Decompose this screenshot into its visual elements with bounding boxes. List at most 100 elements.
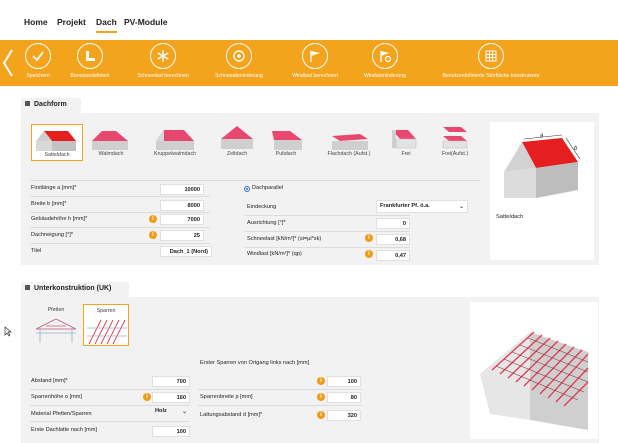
roof-preview: a b Satteldach	[490, 122, 594, 260]
obstacle-button[interactable]: Benutzerdefinierte Störfläche konstruier…	[425, 43, 557, 79]
sparren-icon	[87, 319, 127, 345]
gebaeudehoehe-label: Gebäudehöhe h [mm]*	[31, 216, 88, 222]
custom-button[interactable]: Benutzerdefiniert	[60, 43, 120, 79]
material-value: Holz	[155, 408, 167, 414]
divider	[30, 227, 210, 228]
erste-dachlatte-input[interactable]: 100	[152, 426, 190, 437]
firstlaenge-input[interactable]: 10000	[160, 184, 204, 195]
preview-label: Satteldach	[496, 214, 524, 220]
uk-preview	[470, 302, 598, 439]
windlast-input[interactable]: 0,47	[376, 250, 410, 261]
frei-icon	[392, 130, 417, 149]
divider	[30, 180, 480, 181]
snow-reduction-button[interactable]: Schneeabminderung	[206, 43, 272, 79]
wind-reduction-button[interactable]: Windabminderung	[354, 43, 416, 79]
kruppelwalmdach-icon	[156, 130, 194, 150]
snow-reduction-label: Schneeabminderung	[215, 73, 263, 79]
info-icon[interactable]: i	[149, 231, 157, 239]
info-icon[interactable]: i	[317, 393, 325, 401]
dim-a-label: a	[540, 133, 544, 139]
schneelast-input[interactable]: 0,68	[376, 234, 410, 245]
dim-b-label: b	[574, 146, 578, 152]
info-icon[interactable]: i	[143, 393, 151, 401]
breite-input[interactable]: 8000	[160, 200, 204, 211]
uk-type-pfetten[interactable]: Pfetten	[31, 304, 81, 346]
roof-type-zeltdach[interactable]: Zeltdach	[215, 124, 259, 161]
dachform-title: Dachform	[34, 101, 67, 108]
frei-aufst-icon	[442, 127, 468, 149]
erster-sparren-input[interactable]: 100	[327, 376, 361, 387]
satteldach-3d-illustration	[504, 134, 581, 198]
divider	[30, 243, 210, 244]
divider	[30, 421, 190, 422]
roof-type-pultdach[interactable]: Pultdach	[264, 124, 308, 161]
sparrenbreite-label: Sparrenbreite p [mm]	[200, 394, 253, 400]
custom-roof-icon	[77, 43, 103, 69]
info-icon[interactable]: i	[149, 215, 157, 223]
breite-label: Breite b [mm]*	[31, 201, 67, 207]
uk-type-sparren[interactable]: Sparren	[83, 304, 129, 346]
chevron-down-icon: ⌄	[181, 409, 187, 415]
sparren-label: Sparren	[96, 308, 116, 314]
gebaeudehoehe-input[interactable]: 7000	[160, 214, 204, 225]
divider	[244, 247, 410, 248]
wind-reduction-icon	[372, 43, 398, 69]
dachneigung-input[interactable]: 25	[160, 230, 204, 241]
custom-label: Benutzerdefiniert	[70, 73, 110, 79]
abstand-input[interactable]: 700	[152, 376, 190, 387]
walmdach-label: Walmdach	[98, 151, 124, 157]
roof-type-satteldach[interactable]: Satteldach	[31, 124, 83, 161]
pfetten-label: Pfetten	[47, 307, 65, 313]
divider	[198, 389, 362, 390]
info-icon[interactable]: i	[365, 234, 373, 242]
nav-dach[interactable]: Dach	[96, 17, 117, 33]
section-marker-icon	[25, 101, 30, 106]
roof-type-flachdach[interactable]: Flachdach (Aufst.)	[316, 124, 382, 161]
info-icon[interactable]: i	[317, 411, 325, 419]
roof-type-walmdach[interactable]: Walmdach	[86, 124, 136, 161]
snow-load-button[interactable]: Schneelast berechnen	[128, 43, 198, 79]
ausrichtung-label: Ausrichtung [°]*	[247, 220, 286, 226]
sparrenhoehe-input[interactable]: 160	[152, 392, 190, 403]
titel-input[interactable]: Dach_1 (Nord)	[160, 246, 212, 257]
check-icon	[25, 43, 51, 69]
titel-label: Titel	[31, 248, 42, 254]
erste-dachlatte-label: Erste Dachlatte nach [mm]	[31, 427, 97, 433]
nav-pv-module[interactable]: PV-Module	[124, 17, 168, 27]
divider	[244, 231, 410, 232]
sparrenhoehe-label: Sparrenhöhe o [mm]	[31, 394, 82, 400]
mouse-cursor-icon	[4, 326, 12, 337]
nav-projekt[interactable]: Projekt	[57, 17, 86, 27]
top-navigation: Home Projekt Dach PV-Module	[0, 0, 618, 40]
dachparallel-radio[interactable]	[244, 186, 250, 192]
info-icon[interactable]: i	[365, 250, 373, 258]
wind-load-label: Windlast berechnen	[292, 73, 338, 79]
roof-type-frei-aufst[interactable]: Frei(Aufst.)	[433, 124, 477, 161]
ausrichtung-input[interactable]: 0	[376, 218, 410, 229]
eindeckung-select[interactable]: Frankfurter Pf. ö.a. ⌄	[376, 200, 468, 213]
flachdach-label: Flachdach (Aufst.)	[327, 151, 371, 157]
sparrenbreite-input[interactable]: 80	[327, 392, 361, 403]
wind-load-button[interactable]: Windlast berechnen	[282, 43, 348, 79]
divider	[30, 389, 190, 390]
chevron-left-icon[interactable]	[1, 48, 15, 78]
divider	[30, 405, 190, 406]
eindeckung-value: Frankfurter Pf. ö.a.	[380, 203, 430, 209]
nav-home[interactable]: Home	[24, 17, 48, 27]
snow-load-label: Schneelast berechnen	[137, 73, 189, 79]
chevron-down-icon: ⌄	[458, 204, 464, 210]
divider	[198, 405, 362, 406]
material-select[interactable]: Holz ⌄	[152, 406, 190, 419]
flachdach-icon	[332, 134, 368, 150]
dachform-header: Dachform	[21, 98, 81, 113]
lattungsabstand-input[interactable]: 320	[327, 410, 361, 421]
info-icon[interactable]: i	[317, 377, 325, 385]
roof-type-kruppelwalmdach[interactable]: Kruppelwalmdach	[141, 124, 209, 161]
snow-reduction-icon	[226, 43, 252, 69]
section-marker-icon	[25, 285, 30, 290]
save-button[interactable]: Speichern	[18, 43, 58, 79]
windlast-label: Windlast [kN/m²]* (qp)	[247, 251, 302, 257]
firstlaenge-label: Firstlänge a [mm]*	[31, 185, 77, 191]
roof-type-frei[interactable]: Frei	[386, 124, 426, 161]
sparren-3d-illustration	[480, 331, 589, 430]
